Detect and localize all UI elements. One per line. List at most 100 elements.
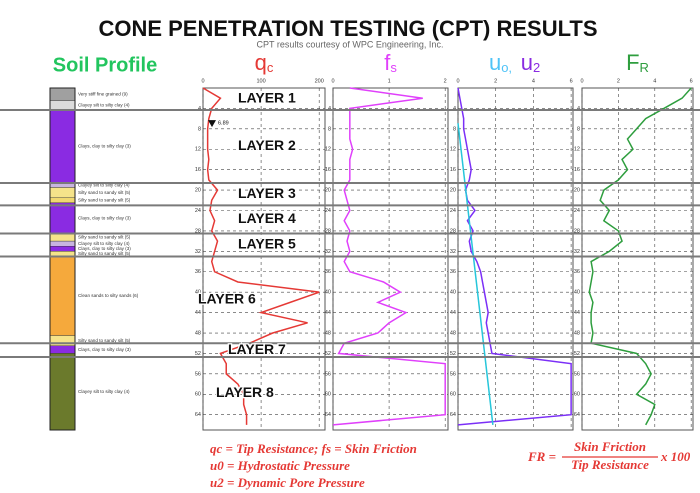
header-symbol: u bbox=[521, 50, 533, 75]
panel-header: uo, bbox=[489, 50, 512, 76]
header-sub: c bbox=[267, 60, 274, 75]
x-tick-label: 0 bbox=[331, 78, 334, 84]
soil-layer bbox=[49, 240, 76, 247]
header-sub: s bbox=[390, 60, 397, 75]
depth-tick-label: 8 bbox=[453, 126, 456, 132]
depth-tick-label: 44 bbox=[574, 310, 580, 316]
formula-numerator: Skin Friction bbox=[574, 439, 646, 454]
x-tick-label: 2 bbox=[617, 78, 620, 84]
soil-layer bbox=[49, 353, 76, 431]
depth-tick-label: 28 bbox=[195, 228, 201, 234]
depth-tick-label: 20 bbox=[325, 188, 331, 194]
x-tick-label: 2 bbox=[494, 78, 497, 84]
depth-tick-label: 64 bbox=[325, 412, 331, 418]
water-table-label: 6.89 bbox=[218, 121, 229, 127]
depth-tick-label: 20 bbox=[450, 188, 456, 194]
soil-label: Clean sands to silty sands (6) bbox=[78, 293, 139, 298]
depth-tick-label: 64 bbox=[195, 412, 201, 418]
formula-factor: x 100 bbox=[660, 449, 691, 464]
x-tick-label: 0 bbox=[456, 78, 459, 84]
soil-label: Clays, clay to silty clay (3) bbox=[78, 215, 131, 220]
depth-tick-label: 24 bbox=[325, 208, 331, 214]
depth-tick-label: 12 bbox=[325, 147, 331, 153]
panel-header: FR bbox=[626, 50, 649, 76]
panel-frame bbox=[581, 87, 694, 431]
depth-tick-label: 56 bbox=[325, 371, 331, 377]
soil-label: Clayey silt to silty clay (4) bbox=[78, 241, 130, 246]
formula-lhs: FR = bbox=[527, 449, 556, 464]
depth-tick-label: 16 bbox=[574, 167, 580, 173]
depth-tick-label: 36 bbox=[195, 269, 201, 275]
soil-layer bbox=[49, 345, 76, 354]
depth-tick-label: 48 bbox=[450, 330, 456, 336]
soil-layer bbox=[49, 256, 76, 336]
formula-denominator: Tip Resistance bbox=[571, 457, 649, 472]
depth-tick-label: 28 bbox=[574, 228, 580, 234]
depth-tick-label: 4 bbox=[198, 106, 201, 112]
x-tick-label: 100 bbox=[257, 78, 266, 84]
soil-layer bbox=[49, 100, 76, 111]
soil-label: Clays, clay to silty clay (3) bbox=[78, 347, 131, 352]
depth-tick-label: 24 bbox=[195, 208, 201, 214]
x-tick-label: 4 bbox=[532, 78, 535, 84]
depth-tick-label: 60 bbox=[195, 392, 201, 398]
depth-tick-label: 52 bbox=[450, 351, 456, 357]
depth-tick-label: 8 bbox=[198, 126, 201, 132]
depth-tick-label: 4 bbox=[577, 106, 580, 112]
panel-header: qc bbox=[255, 50, 274, 76]
x-tick-label: 1 bbox=[388, 78, 391, 84]
depth-tick-label: 32 bbox=[574, 249, 580, 255]
depth-tick-label: 56 bbox=[195, 371, 201, 377]
note: u2 = Dynamic Pore Pressure bbox=[210, 475, 365, 490]
soil-label: Clays, clay to silty clay (3) bbox=[78, 246, 131, 251]
depth-tick-label: 36 bbox=[325, 269, 331, 275]
depth-tick-label: 60 bbox=[574, 392, 580, 398]
depth-tick-label: 36 bbox=[574, 269, 580, 275]
layer-name: LAYER 1 bbox=[238, 90, 296, 106]
depth-tick-label: 48 bbox=[325, 330, 331, 336]
depth-tick-label: 32 bbox=[450, 249, 456, 255]
data-line bbox=[457, 123, 494, 425]
soil-label: Silty sand to sandy silt (5) bbox=[78, 338, 131, 343]
depth-tick-label: 48 bbox=[574, 330, 580, 336]
layer-name: LAYER 3 bbox=[238, 185, 296, 201]
x-tick-label: 0 bbox=[580, 78, 583, 84]
header-symbol: f bbox=[384, 50, 391, 75]
depth-tick-label: 52 bbox=[574, 351, 580, 357]
depth-tick-label: 28 bbox=[450, 228, 456, 234]
depth-tick-label: 16 bbox=[325, 167, 331, 173]
x-tick-label: 4 bbox=[653, 78, 656, 84]
soil-label: Silty sand to sandy silt (5) bbox=[78, 251, 131, 256]
x-tick-label: 200 bbox=[315, 78, 324, 84]
water-table-marker bbox=[208, 120, 216, 128]
subtitle: CPT results courtesy of WPC Engineering,… bbox=[257, 39, 444, 49]
depth-tick-label: 64 bbox=[450, 412, 456, 418]
depth-tick-label: 40 bbox=[325, 290, 331, 296]
layer-name: LAYER 5 bbox=[238, 236, 296, 252]
panel-header: fs bbox=[384, 50, 397, 76]
depth-tick-label: 32 bbox=[195, 249, 201, 255]
title: CONE PENETRATION TESTING (CPT) RESULTS bbox=[98, 16, 597, 41]
depth-tick-label: 4 bbox=[453, 106, 456, 112]
depth-tick-label: 40 bbox=[195, 290, 201, 296]
layer-name: LAYER 7 bbox=[228, 341, 286, 357]
soil-layer bbox=[49, 87, 76, 101]
header-symbol: u bbox=[489, 50, 501, 75]
depth-tick-label: 36 bbox=[450, 269, 456, 275]
header-sub: R bbox=[640, 60, 649, 75]
x-tick-label: 0 bbox=[201, 78, 204, 84]
depth-tick-label: 64 bbox=[574, 412, 580, 418]
depth-tick-label: 52 bbox=[325, 351, 331, 357]
layer-name: LAYER 6 bbox=[198, 291, 256, 307]
depth-tick-label: 60 bbox=[325, 392, 331, 398]
depth-tick-label: 44 bbox=[195, 310, 201, 316]
soil-layer bbox=[49, 187, 76, 198]
soil-frame bbox=[49, 87, 76, 431]
depth-tick-label: 12 bbox=[574, 147, 580, 153]
depth-tick-label: 56 bbox=[574, 371, 580, 377]
soil-label: Silty sand to sandy silt (5) bbox=[78, 190, 131, 195]
depth-tick-label: 32 bbox=[325, 249, 331, 255]
depth-tick-label: 56 bbox=[450, 371, 456, 377]
depth-tick-label: 20 bbox=[574, 188, 580, 194]
